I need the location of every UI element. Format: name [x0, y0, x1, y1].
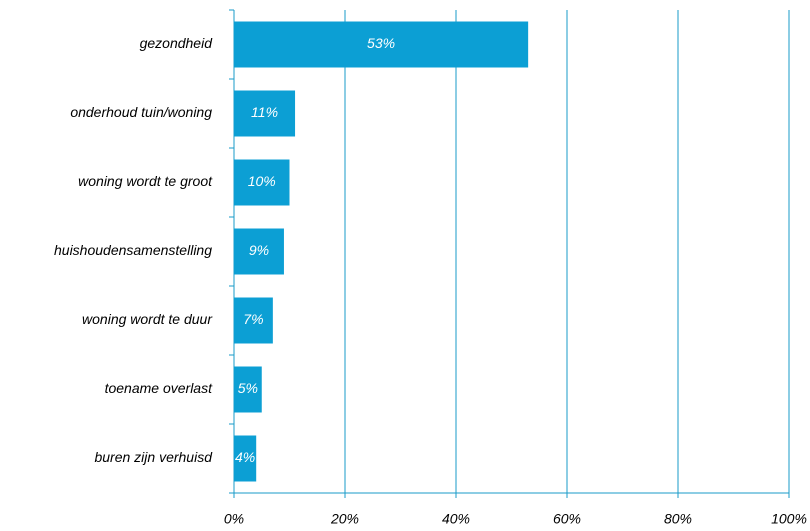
bar: [234, 435, 257, 482]
x-tick-label: 100%: [771, 511, 807, 527]
y-tick-label: buren zijn verhuisd: [94, 449, 213, 465]
value-label: 10%: [248, 173, 276, 189]
y-tick-label: huishoudensamenstelling: [54, 242, 212, 258]
x-tick-label: 40%: [442, 511, 470, 527]
x-tick-label: 60%: [553, 511, 581, 527]
bar: [234, 366, 262, 413]
x-tick-label: 20%: [330, 511, 359, 527]
bar: [234, 159, 290, 206]
value-label: 7%: [243, 311, 263, 327]
value-label: 4%: [235, 449, 255, 465]
bar: [234, 90, 296, 137]
value-label: 11%: [251, 104, 278, 120]
y-tick-label: toename overlast: [105, 380, 214, 396]
y-tick-label: woning wordt te groot: [78, 173, 213, 189]
y-tick-label: onderhoud tuin/woning: [70, 104, 212, 120]
value-label: 53%: [367, 35, 395, 51]
x-tick-label: 80%: [664, 511, 692, 527]
bar: [234, 228, 284, 275]
bar: [234, 297, 273, 344]
y-tick-label: gezondheid: [140, 35, 214, 51]
bar: [234, 21, 529, 68]
value-label: 9%: [249, 242, 269, 258]
y-tick-label: woning wordt te duur: [82, 311, 213, 327]
x-tick-label: 0%: [224, 511, 244, 527]
value-label: 5%: [238, 380, 258, 396]
